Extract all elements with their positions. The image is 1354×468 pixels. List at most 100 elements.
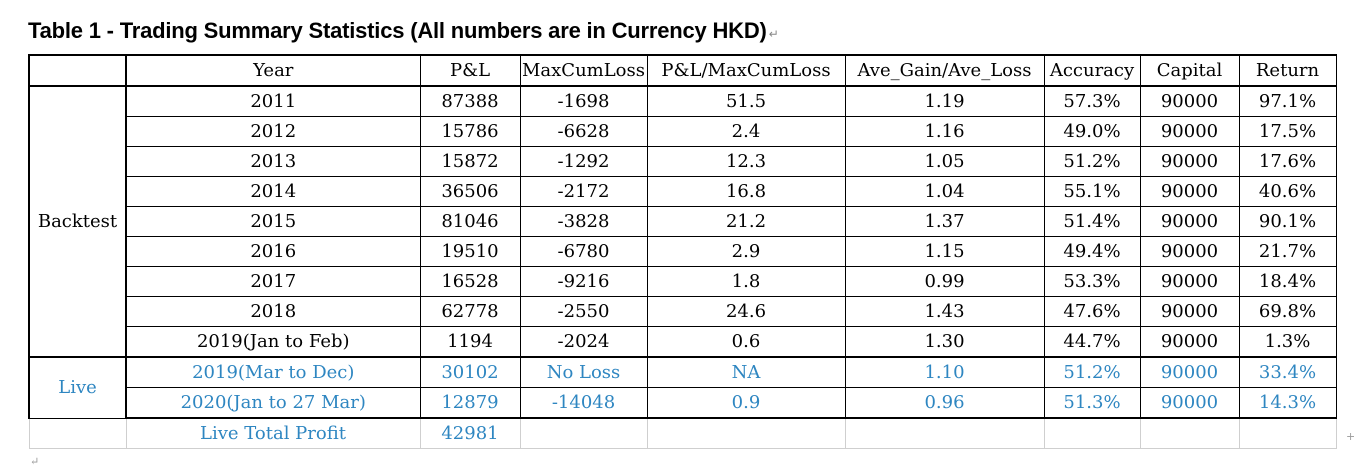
- table-row: 2012 15786 -6628 2.4 1.16 49.0% 90000 17.5%: [29, 116, 1337, 147]
- accuracy-cell: 53.3%: [1043, 266, 1141, 297]
- year-cell: 2014: [125, 176, 421, 207]
- accuracy-cell: 51.4%: [1043, 206, 1141, 237]
- pl-cell: 16528: [419, 266, 521, 297]
- capital-cell: 90000: [1139, 236, 1240, 267]
- total-label: Live Total Profit: [125, 417, 421, 449]
- year-cell: 2013: [125, 146, 421, 177]
- header-corner-cell: [28, 54, 127, 87]
- year-cell: 2018: [125, 296, 421, 327]
- header-ave-gain-ave-loss: Ave_Gain/Ave_Loss: [844, 54, 1045, 87]
- table-row: Backtest 2011 87388 -1698 51.5 1.19 57.3% 90000…: [28, 85, 1337, 358]
- paragraph-mark-icon: ↵: [30, 455, 40, 468]
- gainloss-cell: 1.30: [844, 326, 1045, 358]
- total-empty-cell: [520, 417, 648, 449]
- maxcumloss-cell: No Loss: [519, 356, 648, 388]
- header-accuracy: Accuracy: [1043, 54, 1141, 87]
- return-cell: 17.5%: [1238, 116, 1337, 147]
- pl-cell: 62778: [419, 296, 521, 327]
- year-cell: 2020(Jan to 27 Mar): [125, 387, 421, 419]
- gainloss-cell: 1.16: [844, 116, 1045, 147]
- header-pl-maxcumloss: P&L/MaxCumLoss: [646, 54, 846, 87]
- total-empty-cell: [1044, 417, 1141, 449]
- gainloss-cell: 0.96: [844, 387, 1045, 419]
- accuracy-cell: 55.1%: [1043, 176, 1141, 207]
- capital-cell: 90000: [1139, 266, 1240, 297]
- maxcumloss-cell: -2550: [519, 296, 648, 327]
- ratio-cell: 16.8: [646, 176, 846, 207]
- return-cell: 18.4%: [1238, 266, 1337, 297]
- pl-cell: 15786: [419, 116, 521, 147]
- gainloss-cell: 1.37: [844, 206, 1045, 237]
- return-cell: 97.1%: [1238, 85, 1337, 117]
- year-cell: 2011: [125, 85, 421, 117]
- table-row: Live 2019(Mar to Dec) 30102 No Loss NA 1.10 51…: [28, 356, 1337, 419]
- ratio-cell: 51.5: [646, 85, 846, 117]
- maxcumloss-cell: -6780: [519, 236, 648, 267]
- year-cell: 2015: [125, 206, 421, 237]
- capital-cell: 90000: [1139, 116, 1240, 147]
- accuracy-cell: 57.3%: [1043, 85, 1141, 117]
- year-cell: 2017: [125, 266, 421, 297]
- pl-cell: 81046: [419, 206, 521, 237]
- pl-cell: 12879: [419, 387, 521, 419]
- table-title-text: Table 1 - Trading Summary Statistics (Al…: [28, 18, 767, 43]
- header-return: Return: [1238, 54, 1337, 87]
- table-row: 2017 16528 -9216 1.8 0.99 53.3% 90000 18.4%: [29, 266, 1337, 297]
- maxcumloss-cell: -3828: [519, 206, 648, 237]
- year-cell: 2019(Mar to Dec): [125, 356, 421, 388]
- capital-cell: 90000: [1139, 206, 1240, 237]
- live-group-label: Live: [28, 356, 127, 419]
- total-empty-cell: [1140, 417, 1240, 449]
- capital-cell: 90000: [1139, 85, 1240, 117]
- pl-cell: 1194: [419, 326, 521, 358]
- capital-cell: 90000: [1139, 146, 1240, 177]
- return-cell: 21.7%: [1238, 236, 1337, 267]
- paragraph-mark-icon: ↵: [768, 27, 779, 41]
- total-blank-cell: [28, 417, 127, 449]
- ratio-cell: 24.6: [646, 296, 846, 327]
- table-row: 2016 19510 -6780 2.9 1.15 49.4% 90000 21.7%: [29, 236, 1337, 267]
- maxcumloss-cell: -1698: [519, 85, 648, 117]
- cell-end-mark-icon: +: [1346, 430, 1354, 443]
- accuracy-cell: 51.2%: [1043, 146, 1141, 177]
- capital-cell: 90000: [1139, 296, 1240, 327]
- table-row: 2013 15872 -1292 12.3 1.05 51.2% 90000 17.6%: [29, 146, 1337, 177]
- header-maxcumloss: MaxCumLoss: [519, 54, 648, 87]
- return-cell: 69.8%: [1238, 296, 1337, 327]
- maxcumloss-cell: -2172: [519, 176, 648, 207]
- accuracy-cell: 49.0%: [1043, 116, 1141, 147]
- return-cell: 33.4%: [1238, 356, 1337, 388]
- header-year: Year: [125, 54, 421, 87]
- gainloss-cell: 1.10: [844, 356, 1045, 388]
- table-title: Table 1 - Trading Summary Statistics (Al…: [28, 18, 779, 44]
- capital-cell: 90000: [1139, 326, 1240, 358]
- table-row: 2014 36506 -2172 16.8 1.04 55.1% 90000 40.6%: [29, 176, 1337, 207]
- year-cell: 2016: [125, 236, 421, 267]
- pl-cell: 87388: [419, 85, 521, 117]
- gainloss-cell: 0.99: [844, 266, 1045, 297]
- ratio-cell: 2.9: [646, 236, 846, 267]
- ratio-cell: NA: [646, 356, 846, 388]
- header-capital: Capital: [1139, 54, 1240, 87]
- pl-cell: 36506: [419, 176, 521, 207]
- header-pl: P&L: [419, 54, 521, 87]
- total-row: Live Total Profit 42981: [28, 417, 1337, 449]
- gainloss-cell: 1.15: [844, 236, 1045, 267]
- total-empty-cell: [845, 417, 1045, 449]
- maxcumloss-cell: -2024: [519, 326, 648, 358]
- total-empty-cell: [1239, 417, 1337, 449]
- gainloss-cell: 1.43: [844, 296, 1045, 327]
- total-empty-cell: [647, 417, 846, 449]
- table-row: 2018 62778 -2550 24.6 1.43 47.6% 90000 69.8%: [29, 296, 1337, 327]
- accuracy-cell: 44.7%: [1043, 326, 1141, 358]
- total-value: 42981: [419, 417, 521, 449]
- year-cell: 2019(Jan to Feb): [125, 326, 421, 358]
- ratio-cell: 12.3: [646, 146, 846, 177]
- capital-cell: 90000: [1139, 176, 1240, 207]
- ratio-cell: 21.2: [646, 206, 846, 237]
- pl-cell: 30102: [419, 356, 521, 388]
- ratio-cell: 0.9: [646, 387, 846, 419]
- table-row: 2019(Jan to Feb) 1194 -2024 0.6 1.30 44.7% 900…: [29, 326, 1337, 358]
- gainloss-cell: 1.05: [844, 146, 1045, 177]
- gainloss-cell: 1.04: [844, 176, 1045, 207]
